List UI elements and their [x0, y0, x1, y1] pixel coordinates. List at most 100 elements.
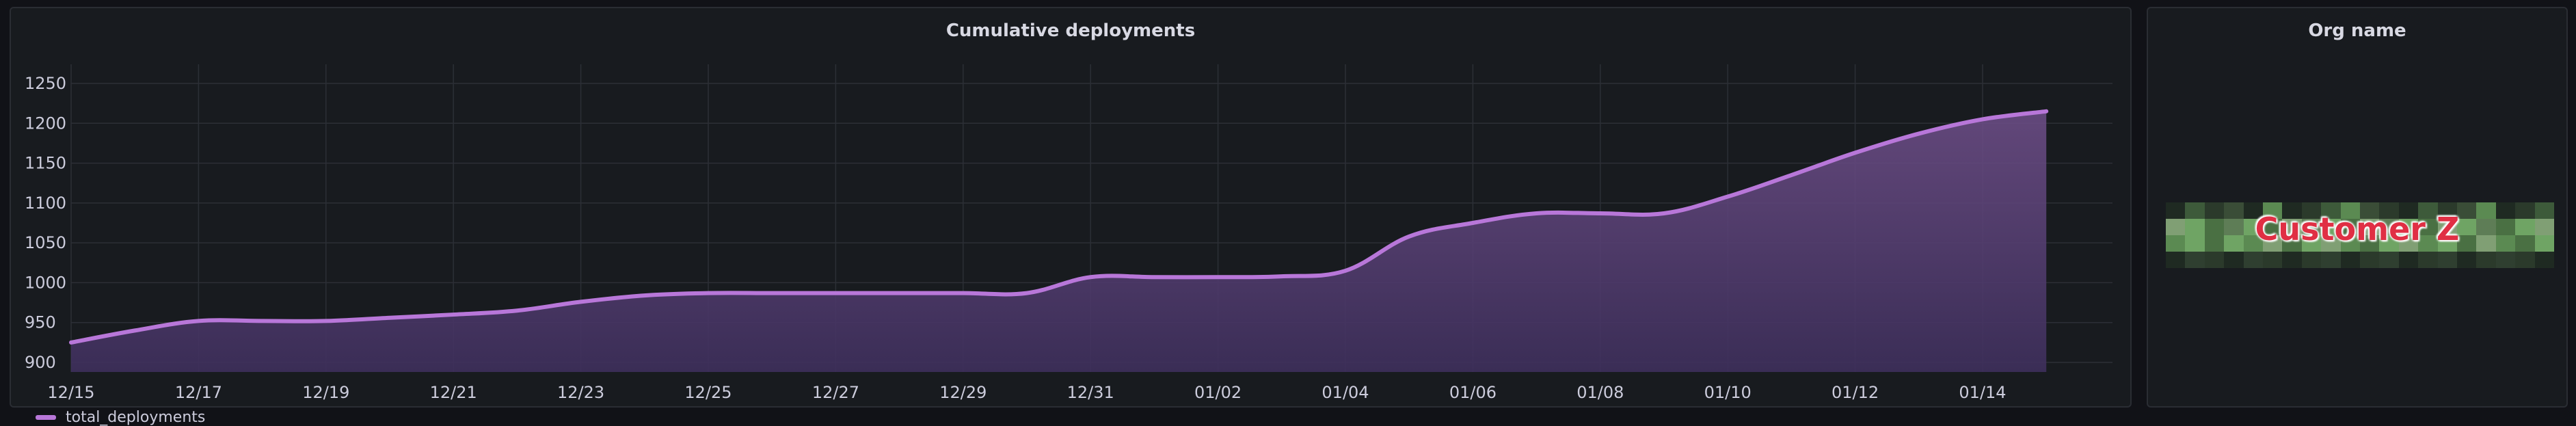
redaction-pixel: [2476, 202, 2496, 219]
redaction-pixel: [2166, 235, 2186, 252]
redaction-pixel: [2495, 219, 2516, 235]
redaction-pixel: [2515, 235, 2535, 252]
redaction-pixel: [2185, 202, 2205, 219]
redaction-pixel: [2185, 219, 2205, 235]
x-tick-label: 01/02: [1194, 383, 1242, 402]
redaction-pixel: [2204, 202, 2225, 219]
redaction-pixel: [2534, 235, 2554, 252]
y-tick-label: 1150: [25, 154, 66, 173]
redaction-pixel: [2398, 219, 2419, 235]
y-tick-label: 950: [25, 313, 56, 332]
redaction-pixel: [2437, 235, 2457, 252]
redaction-pixel: [2515, 252, 2535, 268]
redaction-pixel: [2224, 235, 2244, 252]
redaction-pixel: [2243, 235, 2263, 252]
redaction-pixel: [2224, 252, 2244, 268]
redaction-pixel: [2476, 252, 2496, 268]
redaction-pixel: [2379, 202, 2399, 219]
legend-swatch: [36, 415, 56, 420]
redaction-pixel: [2476, 235, 2496, 252]
redaction-pixel: [2340, 202, 2360, 219]
redaction-pixel: [2262, 202, 2283, 219]
x-tick-label: 12/27: [812, 383, 859, 402]
redaction-pixel: [2456, 235, 2477, 252]
redaction-pixel: [2534, 252, 2554, 268]
redaction-pixel: [2418, 219, 2438, 235]
redaction-pixel: [2456, 202, 2477, 219]
redaction-pixel: [2359, 235, 2380, 252]
x-tick-label: 12/29: [939, 383, 987, 402]
redaction-pixel: [2321, 252, 2341, 268]
series-line-total-deployments: [69, 109, 2049, 345]
y-tick-label: 1000: [25, 273, 66, 292]
redaction-pixel: [2495, 252, 2516, 268]
redaction-pixel: [2398, 202, 2419, 219]
redaction-pixel: [2185, 235, 2205, 252]
redaction-pixel: [2534, 219, 2554, 235]
x-tick-label: 12/31: [1067, 383, 1114, 402]
redaction-pixel: [2243, 252, 2263, 268]
redaction-pixel: [2437, 202, 2457, 219]
series-area-total-deployments: [71, 111, 2047, 372]
redaction-pixel: [2321, 202, 2341, 219]
org-name-value: Customer Z: [2255, 211, 2460, 248]
redaction-pixel: [2359, 219, 2380, 235]
x-tick-label: 12/21: [430, 383, 477, 402]
redaction-pixel: [2262, 219, 2283, 235]
redaction-pixel: [2321, 235, 2341, 252]
redaction-pixel: [2437, 219, 2457, 235]
y-tick-label: 900: [25, 353, 56, 372]
redaction-pixel: [2282, 202, 2302, 219]
redaction-pixel: [2495, 202, 2516, 219]
redaction-pixel: [2456, 252, 2477, 268]
y-tick-label: 1100: [25, 194, 66, 213]
pixelated-redaction: [2166, 202, 2554, 268]
chart-legend[interactable]: total_deployments: [36, 409, 205, 426]
redaction-pixel: [2379, 219, 2399, 235]
x-tick-label: 12/25: [684, 383, 732, 402]
redaction-pixel: [2166, 252, 2186, 268]
redaction-pixel: [2534, 202, 2554, 219]
redaction-pixel: [2185, 252, 2205, 268]
x-tick-label: 01/08: [1577, 383, 1624, 402]
redaction-pixel: [2340, 235, 2360, 252]
org-name-panel: Org name Customer Z: [2147, 7, 2568, 408]
redaction-pixel: [2359, 202, 2380, 219]
redaction-pixel: [2418, 235, 2438, 252]
redaction-pixel: [2301, 219, 2322, 235]
y-tick-label: 1050: [25, 233, 66, 252]
y-tick-label: 1250: [25, 74, 66, 93]
redaction-pixel: [2418, 202, 2438, 219]
redaction-pixel: [2224, 202, 2244, 219]
redaction-pixel: [2476, 219, 2496, 235]
chart-title[interactable]: Cumulative deployments: [945, 21, 1196, 41]
org-panel-title[interactable]: Org name: [2308, 21, 2406, 41]
legend-label: total_deployments: [66, 409, 206, 426]
x-tick-label: 01/04: [1321, 383, 1369, 402]
x-tick-label: 12/15: [47, 383, 94, 402]
y-tick-label: 1200: [25, 114, 66, 133]
x-tick-label: 01/14: [1959, 383, 2006, 402]
cumulative-deployments-panel: Cumulative deployments 900 950 1000 1050 110…: [10, 7, 2132, 408]
x-tick-label: 01/10: [1704, 383, 1752, 402]
redaction-pixel: [2262, 235, 2283, 252]
redaction-pixel: [2515, 202, 2535, 219]
redaction-pixel: [2204, 252, 2225, 268]
redaction-pixel: [2282, 235, 2302, 252]
redaction-pixel: [2515, 219, 2535, 235]
redaction-pixel: [2340, 219, 2360, 235]
redaction-pixel: [2379, 252, 2399, 268]
redaction-pixel: [2282, 252, 2302, 268]
redaction-pixel: [2301, 252, 2322, 268]
redaction-pixel: [2398, 235, 2419, 252]
redaction-pixel: [2243, 202, 2263, 219]
redaction-pixel: [2166, 202, 2186, 219]
redaction-pixel: [2418, 252, 2438, 268]
redaction-pixel: [2301, 235, 2322, 252]
redaction-pixel: [2204, 235, 2225, 252]
redaction-pixel: [2437, 252, 2457, 268]
x-tick-label: 12/19: [302, 383, 349, 402]
redaction-pixel: [2359, 252, 2380, 268]
redaction-pixel: [2495, 235, 2516, 252]
redaction-pixel: [2243, 219, 2263, 235]
